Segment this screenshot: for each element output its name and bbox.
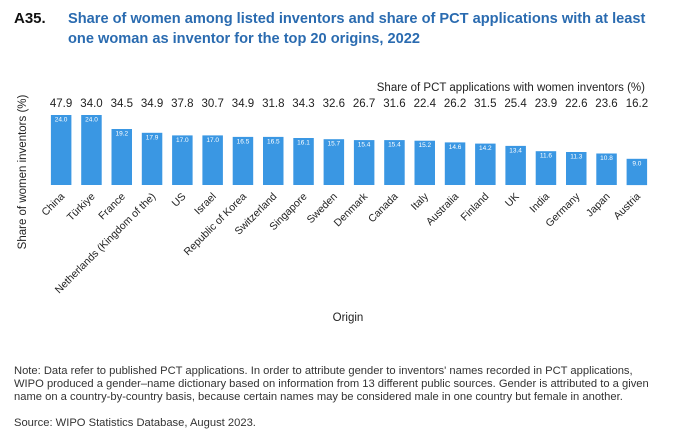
category-tick-label: Italy [409,190,432,213]
category-tick-label: Germany [543,190,583,230]
category-tick-label: Finland [459,191,492,224]
category-tick-label: US [170,191,189,210]
pct-applications-value: 22.6 [565,98,587,110]
pct-applications-value: 22.4 [414,98,437,110]
bar-value-label: 16.5 [237,138,250,145]
y-axis-label: Share of women inventors (%) [17,94,29,249]
category-tick-label: Austria [611,191,643,223]
bar-value-label: 15.7 [327,141,340,148]
bar-value-label: 13.4 [509,147,522,154]
pct-applications-value: 25.4 [504,98,527,110]
footnote: Note: Data refer to published PCT applic… [14,365,664,404]
pct-applications-value: 47.9 [50,98,72,110]
pct-applications-value: 31.6 [383,98,405,110]
category-tick-label: Türkiye [65,191,98,224]
pct-applications-value: 34.9 [141,98,163,110]
bar-value-label: 16.1 [297,140,310,147]
pct-applications-value: 34.9 [232,98,254,110]
bars-group: 24.047.9China24.034.0Türkiye19.234.5Fran… [39,98,648,296]
bar-value-label: 19.2 [115,131,128,138]
bar-value-label: 15.4 [358,142,371,149]
bar-t-rkiye [81,115,102,185]
bar-chart: Share of women inventors (%) Share of PC… [0,0,673,360]
pct-applications-value: 26.7 [353,98,375,110]
bar-value-label: 11.6 [540,153,553,160]
category-tick-label: Japan [584,191,613,220]
pct-applications-value: 31.5 [474,98,496,110]
bar-value-label: 16.5 [267,138,280,145]
pct-applications-value: 34.0 [80,98,102,110]
source-note: Source: WIPO Statistics Database, August… [14,417,256,429]
bar-china [51,115,72,185]
bar-value-label: 9.0 [632,160,641,167]
bar-value-label: 14.2 [479,145,492,152]
category-tick-label: Denmark [332,190,371,229]
category-tick-label: Australia [424,191,461,228]
pct-applications-value: 30.7 [202,98,224,110]
bar-value-label: 24.0 [55,117,68,124]
category-tick-label: China [39,191,67,219]
bar-value-label: 24.0 [85,117,98,124]
category-tick-label: India [527,191,552,216]
category-tick-label: Canada [366,191,401,226]
pct-applications-value: 23.9 [535,98,557,110]
pct-applications-value: 16.2 [626,98,648,110]
category-tick-label: Israel [192,191,219,218]
pct-applications-value: 34.5 [111,98,133,110]
bar-value-label: 15.2 [418,142,431,149]
pct-applications-value: 23.6 [595,98,617,110]
bar-value-label: 17.0 [206,137,219,144]
secondary-series-label: Share of PCT applications with women inv… [377,82,645,94]
bar-value-label: 11.3 [570,154,583,161]
bar-value-label: 17.0 [176,137,189,144]
pct-applications-value: 32.6 [323,98,345,110]
pct-applications-value: 37.8 [171,98,193,110]
pct-applications-value: 34.3 [292,98,314,110]
category-tick-label: UK [503,191,522,210]
x-axis-label: Origin [333,312,364,324]
bar-value-label: 17.9 [146,134,159,141]
pct-applications-value: 26.2 [444,98,466,110]
bar-value-label: 10.8 [600,155,613,162]
bar-value-label: 15.4 [388,142,401,149]
pct-applications-value: 31.8 [262,98,284,110]
bar-value-label: 14.6 [449,144,462,151]
